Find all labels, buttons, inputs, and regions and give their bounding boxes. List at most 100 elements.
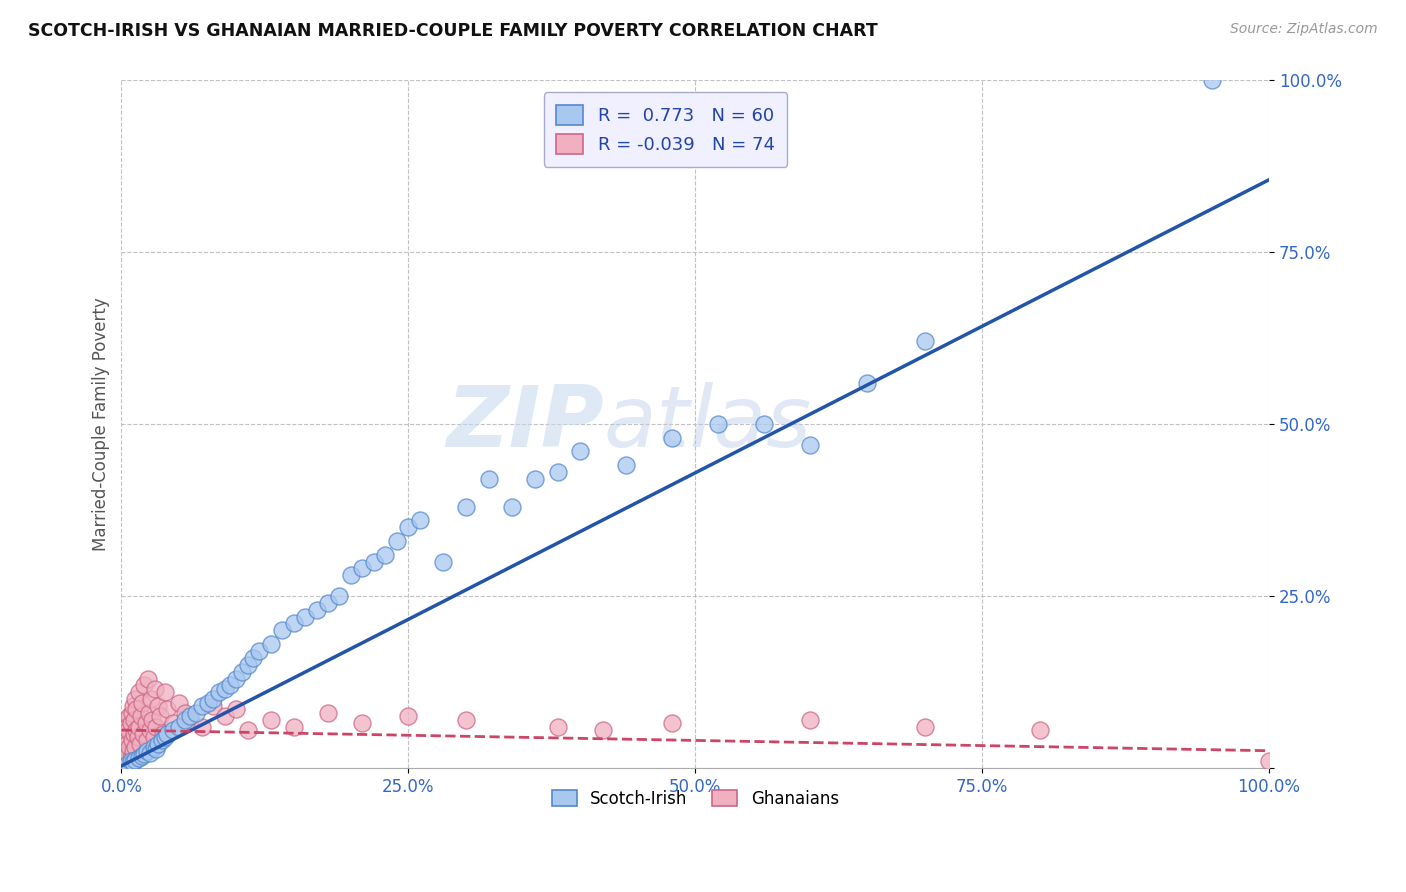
Point — [914, 334, 936, 349]
Point — [214, 709, 236, 723]
Point — [120, 716, 142, 731]
Point — [112, 754, 135, 768]
Point — [115, 730, 138, 744]
Point — [120, 754, 142, 768]
Point — [1258, 754, 1281, 768]
Point — [143, 681, 166, 696]
Point — [128, 737, 150, 751]
Point — [225, 702, 247, 716]
Point — [352, 716, 374, 731]
Point — [569, 444, 592, 458]
Point — [661, 431, 683, 445]
Point — [236, 723, 259, 738]
Point — [153, 730, 176, 744]
Point — [799, 713, 821, 727]
Point — [191, 699, 214, 714]
Legend: Scotch-Irish, Ghanaians: Scotch-Irish, Ghanaians — [546, 783, 845, 814]
Point — [131, 696, 153, 710]
Point — [150, 733, 173, 747]
Point — [202, 692, 225, 706]
Point — [661, 716, 683, 731]
Point — [114, 726, 136, 740]
Point — [225, 672, 247, 686]
Point — [316, 596, 339, 610]
Point — [142, 730, 165, 744]
Point — [156, 726, 179, 740]
Point — [236, 657, 259, 672]
Point — [135, 716, 157, 731]
Point — [214, 681, 236, 696]
Point — [145, 720, 167, 734]
Point — [115, 757, 138, 772]
Point — [259, 713, 281, 727]
Point — [616, 458, 638, 473]
Text: atlas: atlas — [603, 383, 811, 466]
Point — [124, 753, 146, 767]
Point — [396, 709, 419, 723]
Point — [153, 685, 176, 699]
Point — [501, 500, 523, 514]
Point — [547, 720, 569, 734]
Point — [118, 709, 141, 723]
Point — [141, 713, 163, 727]
Point — [202, 699, 225, 714]
Point — [146, 699, 169, 714]
Point — [219, 678, 242, 692]
Y-axis label: Married-Couple Family Poverty: Married-Couple Family Poverty — [93, 297, 110, 551]
Point — [1201, 73, 1223, 87]
Point — [454, 713, 477, 727]
Point — [259, 637, 281, 651]
Point — [128, 685, 150, 699]
Point — [111, 747, 134, 762]
Point — [118, 740, 141, 755]
Point — [121, 733, 143, 747]
Point — [385, 533, 408, 548]
Point — [149, 709, 172, 723]
Point — [135, 733, 157, 747]
Point — [432, 555, 454, 569]
Text: SCOTCH-IRISH VS GHANAIAN MARRIED-COUPLE FAMILY POVERTY CORRELATION CHART: SCOTCH-IRISH VS GHANAIAN MARRIED-COUPLE … — [28, 22, 877, 40]
Point — [134, 747, 156, 762]
Point — [328, 589, 350, 603]
Point — [454, 500, 477, 514]
Point — [162, 716, 184, 731]
Point — [117, 723, 139, 738]
Point — [179, 713, 201, 727]
Point — [115, 737, 138, 751]
Point — [914, 720, 936, 734]
Point — [134, 678, 156, 692]
Point — [271, 624, 294, 638]
Point — [139, 746, 162, 760]
Point — [179, 709, 201, 723]
Point — [478, 472, 501, 486]
Point — [122, 744, 145, 758]
Point — [131, 748, 153, 763]
Point — [110, 757, 132, 772]
Point — [114, 750, 136, 764]
Point — [121, 706, 143, 720]
Point — [120, 750, 142, 764]
Point — [340, 568, 363, 582]
Point — [136, 672, 159, 686]
Point — [752, 417, 775, 431]
Point — [316, 706, 339, 720]
Point — [128, 750, 150, 764]
Point — [191, 720, 214, 734]
Point — [124, 692, 146, 706]
Point — [283, 720, 305, 734]
Point — [197, 696, 219, 710]
Point — [156, 702, 179, 716]
Point — [799, 437, 821, 451]
Point — [111, 733, 134, 747]
Point — [167, 720, 190, 734]
Point — [152, 726, 174, 740]
Point — [128, 720, 150, 734]
Point — [115, 720, 138, 734]
Point — [129, 709, 152, 723]
Point — [283, 616, 305, 631]
Point — [138, 706, 160, 720]
Point — [247, 644, 270, 658]
Point — [117, 747, 139, 762]
Point — [115, 754, 138, 768]
Text: ZIP: ZIP — [446, 383, 603, 466]
